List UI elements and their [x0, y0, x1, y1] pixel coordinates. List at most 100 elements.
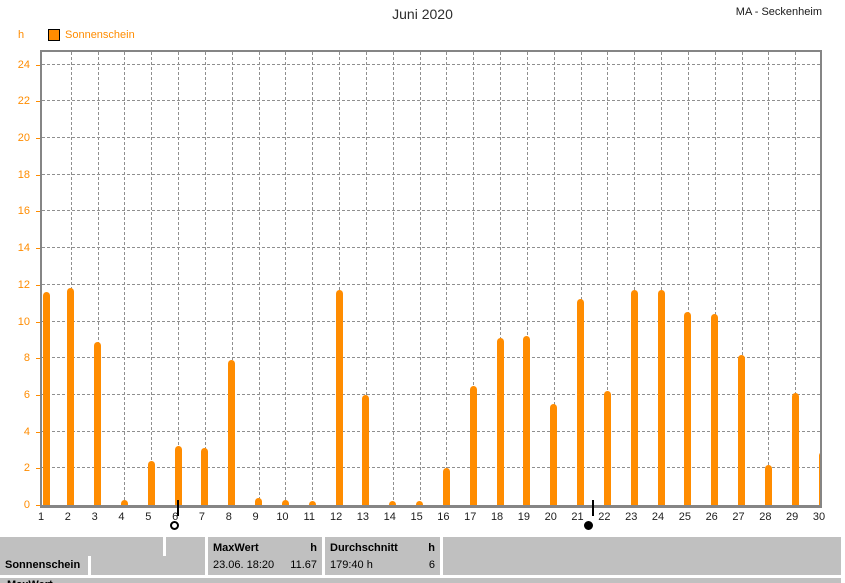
y-tick-22 [36, 101, 40, 103]
summary-cell-maxwert: MaxWert h 23.06. 18:20 11.67 [208, 537, 322, 575]
bar-day-27[interactable] [738, 354, 746, 505]
gridline-v-15 [419, 52, 421, 505]
gridline-h-2 [42, 467, 820, 469]
bar-day-5[interactable] [147, 460, 155, 505]
moon-tick-new-moon [591, 500, 594, 516]
y-tick-14 [36, 248, 40, 250]
maxwert-unit: h [310, 542, 317, 554]
durchschnitt-total: 179:40 h [330, 559, 373, 571]
bar-day-6[interactable] [174, 446, 182, 505]
moon-tick-full-moon [177, 500, 180, 516]
y-tick-0 [36, 505, 40, 506]
summary-table-clipped-row: MaxWert [0, 578, 841, 583]
bar-day-13[interactable] [362, 394, 370, 505]
y-tick-8 [36, 358, 40, 360]
gridline-v-2 [70, 52, 72, 505]
divider [322, 537, 325, 575]
bar-day-17[interactable] [469, 385, 477, 505]
bar-day-29[interactable] [791, 393, 799, 505]
legend-series-label: Sonnenschein [65, 29, 135, 41]
plot-area[interactable] [40, 50, 822, 508]
bar-day-8[interactable] [228, 360, 236, 505]
x-tick-label-28: 28 [759, 511, 772, 523]
durchschnitt-value: 6 [428, 559, 435, 571]
gridline-v-16 [446, 52, 448, 505]
bar-day-30[interactable] [818, 451, 820, 505]
bar-day-4[interactable] [120, 499, 128, 505]
chart-title: Juni 2020 [392, 6, 453, 22]
divider [440, 537, 443, 575]
x-tick-label-8: 8 [225, 511, 232, 523]
bar-day-28[interactable] [764, 464, 772, 505]
x-tick-label-14: 14 [383, 511, 396, 523]
bar-day-1[interactable] [42, 292, 50, 505]
bar-day-26[interactable] [711, 314, 719, 505]
x-tick-label-24: 24 [651, 511, 665, 523]
bar-day-12[interactable] [335, 290, 343, 505]
x-tick-label-19: 19 [517, 511, 531, 523]
summary-cell-trailing [443, 537, 841, 575]
bar-day-15[interactable] [416, 501, 424, 505]
y-tick-label-4: 4 [23, 425, 30, 438]
gridline-v-17 [473, 52, 475, 505]
bar-day-3[interactable] [94, 341, 102, 505]
divider [205, 537, 208, 575]
gridline-v-13 [365, 52, 367, 505]
bar-day-23[interactable] [630, 290, 638, 505]
gridline-v-10 [285, 52, 287, 505]
x-tick-label-29: 29 [786, 511, 799, 523]
bar-day-20[interactable] [550, 404, 558, 505]
gridline-v-5 [151, 52, 153, 505]
y-tick-12 [36, 284, 40, 286]
bar-day-16[interactable] [442, 468, 450, 505]
y-tick-label-6: 6 [23, 388, 30, 401]
x-tick-label-6: 6 [172, 511, 179, 523]
gridline-v-14 [392, 52, 394, 505]
gridline-h-16 [42, 210, 820, 212]
x-tick-label-4: 4 [118, 511, 125, 523]
gridline-h-14 [42, 247, 820, 249]
y-tick-18 [36, 174, 40, 176]
gridline-v-29 [795, 52, 797, 505]
bar-day-21[interactable] [577, 299, 585, 505]
bar-day-7[interactable] [201, 448, 209, 505]
x-tick-label-30: 30 [812, 511, 826, 523]
sensor-name: Sonnenschein [5, 559, 81, 571]
x-tick-label-9: 9 [252, 511, 259, 523]
gridline-v-22 [607, 52, 609, 505]
x-tick-label-16: 16 [437, 511, 450, 523]
bar-day-24[interactable] [657, 290, 665, 505]
x-tick-label-26: 26 [705, 511, 718, 523]
x-tick-label-25: 25 [678, 511, 691, 523]
gridline-v-26 [714, 52, 716, 505]
gridline-v-25 [687, 52, 689, 505]
x-tick-label-3: 3 [91, 511, 98, 523]
gridline-h-22 [42, 100, 820, 102]
gridline-v-23 [634, 52, 636, 505]
bar-day-9[interactable] [255, 497, 263, 505]
bar-day-2[interactable] [67, 288, 75, 505]
bar-day-14[interactable] [389, 501, 397, 505]
y-tick-24 [36, 64, 40, 66]
bar-day-22[interactable] [603, 391, 611, 505]
x-tick-label-10: 10 [276, 511, 289, 523]
gridline-v-9 [258, 52, 260, 505]
bar-day-11[interactable] [308, 501, 316, 505]
bar-day-19[interactable] [523, 336, 531, 505]
bar-day-25[interactable] [684, 312, 692, 505]
bar-day-18[interactable] [496, 338, 504, 505]
maxwert-datetime: 23.06. 18:20 [213, 559, 275, 571]
y-tick-4 [36, 431, 40, 433]
x-tick-label-7: 7 [198, 511, 206, 523]
gridline-h-18 [42, 173, 820, 175]
y-axis: 0 2 4 6 8 10 12 14 16 18 20 22 24 [0, 50, 40, 511]
bar-day-10[interactable] [281, 499, 289, 505]
gridline-v-20 [553, 52, 555, 505]
gridline-v-4 [124, 52, 126, 505]
gridline-h-24 [42, 63, 820, 65]
y-tick-label-0: 0 [23, 499, 30, 511]
full-moon-icon [169, 521, 179, 530]
maxwert-value: 11.67 [290, 559, 317, 571]
y-tick-10 [36, 321, 40, 323]
